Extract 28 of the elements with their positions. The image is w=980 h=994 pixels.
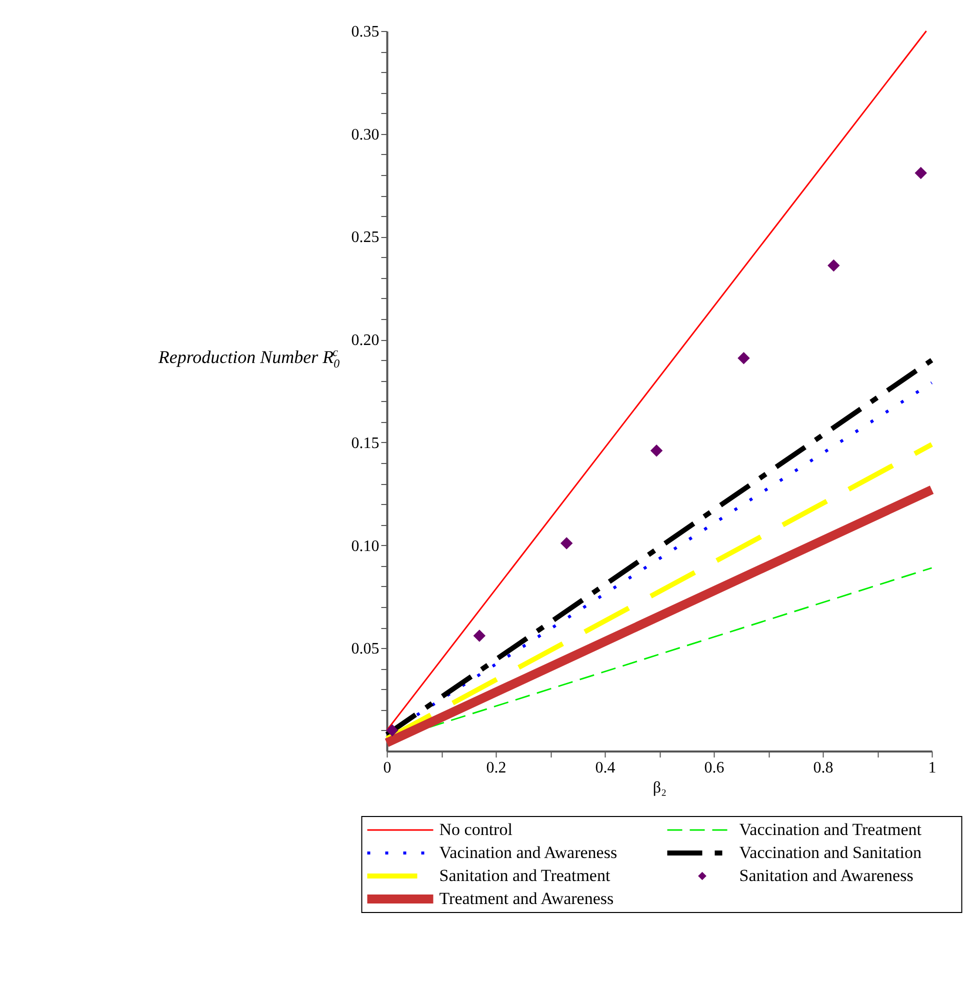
y-tick-label: 0.10: [351, 538, 380, 555]
legend-label: Vacination and Awareness: [439, 843, 618, 862]
point: [650, 444, 663, 457]
x-tick-label: 0: [383, 760, 392, 776]
x-tick-label: 0.4: [595, 760, 616, 776]
point: [386, 724, 398, 737]
legend-label: Sanitation and Treatment: [439, 866, 610, 885]
legend-label: Vaccination and Sanitation: [739, 843, 922, 862]
legend-label: Vaccination and Treatment: [739, 820, 922, 839]
legend-label: Treatment and Awareness: [439, 889, 614, 908]
x-tick-label: 0.6: [704, 760, 724, 776]
point: [828, 259, 840, 272]
legend-label: Sanitation and Awareness: [739, 866, 914, 885]
x-tick-label: 1: [928, 760, 936, 776]
x-tick-label: 0.8: [813, 760, 834, 776]
legend-label: No control: [439, 820, 513, 839]
point: [738, 352, 750, 364]
y-tick-label: 0.35: [351, 24, 380, 40]
y-tick-label: 0.20: [351, 332, 380, 350]
y-tick-label: 0.05: [351, 640, 380, 658]
y-tick-label: 0.30: [351, 126, 380, 144]
y-tick-label: 0.25: [351, 229, 380, 246]
point: [914, 166, 927, 180]
x-axis-title: β₂: [652, 780, 667, 796]
x-tick-label: 0.2: [486, 760, 506, 776]
point: [560, 537, 573, 550]
y-tick-label: 0.15: [351, 434, 380, 452]
point: [473, 630, 486, 642]
